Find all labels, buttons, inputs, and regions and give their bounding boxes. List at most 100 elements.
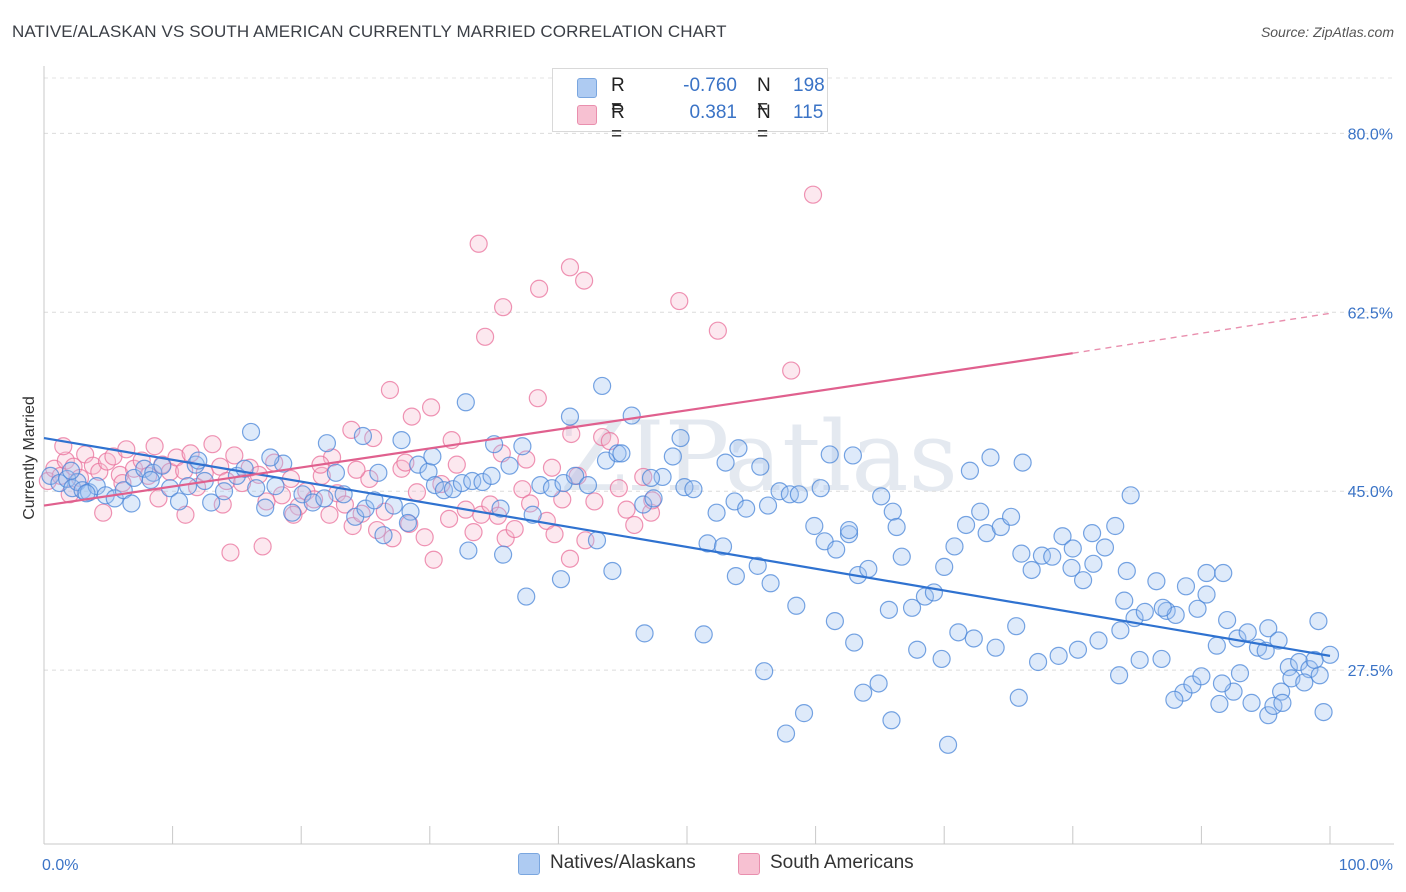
point-natives-alaskans	[283, 503, 302, 522]
point-natives-alaskans	[776, 724, 796, 743]
point-natives-alaskans	[456, 393, 475, 412]
point-natives-alaskans	[938, 735, 958, 754]
point-south-americans	[145, 437, 164, 456]
point-south-americans	[90, 462, 109, 481]
point-natives-alaskans	[473, 472, 492, 492]
point-natives-alaskans	[425, 475, 445, 495]
point-south-americans	[575, 271, 594, 290]
point-natives-alaskans	[787, 596, 806, 615]
y-tick-label: 80.0%	[1348, 126, 1393, 143]
point-natives-alaskans	[1043, 547, 1062, 566]
source-label: Source: ZipAtlas.com	[1260, 24, 1394, 40]
point-natives-alaskans	[827, 540, 846, 559]
point-natives-alaskans	[843, 446, 862, 465]
point-natives-alaskans	[1117, 561, 1136, 581]
point-natives-alaskans	[882, 711, 901, 730]
point-natives-alaskans	[751, 457, 770, 476]
legend-n-label: N =	[757, 102, 771, 145]
point-south-americans	[634, 467, 653, 487]
point-natives-alaskans	[1176, 577, 1196, 596]
point-south-americans	[585, 492, 604, 511]
trend-line-south-americans-extension	[1072, 312, 1331, 354]
series-south-americans	[38, 185, 823, 569]
point-south-americans	[424, 550, 443, 569]
point-natives-alaskans	[671, 428, 690, 448]
point-natives-alaskans	[1106, 516, 1125, 536]
point-natives-alaskans	[1013, 453, 1032, 472]
point-natives-alaskans	[872, 487, 891, 506]
point-natives-alaskans	[675, 478, 694, 497]
point-natives-alaskans	[1153, 598, 1172, 617]
point-natives-alaskans	[593, 376, 612, 396]
point-natives-alaskans	[924, 583, 944, 602]
point-south-americans	[380, 380, 400, 400]
point-natives-alaskans	[825, 611, 844, 631]
point-natives-alaskans	[761, 574, 780, 593]
point-south-americans	[407, 483, 427, 502]
point-natives-alaskans	[811, 479, 830, 498]
point-natives-alaskans	[1273, 693, 1292, 712]
point-natives-alaskans	[932, 649, 951, 669]
point-natives-alaskans	[986, 638, 1005, 657]
point-natives-alaskans	[1009, 688, 1028, 707]
point-natives-alaskans	[554, 473, 573, 493]
point-natives-alaskans	[1295, 673, 1314, 692]
point-natives-alaskans	[214, 482, 234, 501]
point-natives-alaskans	[879, 600, 899, 619]
point-south-americans	[625, 515, 644, 535]
legend-swatch-blue	[577, 78, 597, 98]
point-natives-alaskans	[459, 541, 478, 560]
trend-line-south-americans	[43, 352, 1073, 507]
point-natives-alaskans	[500, 456, 519, 475]
point-natives-alaskans	[1259, 619, 1278, 638]
point-natives-alaskans	[641, 468, 661, 488]
point-south-americans	[545, 525, 564, 544]
point-south-americans	[415, 528, 434, 547]
point-natives-alaskans	[1068, 640, 1088, 659]
point-natives-alaskans	[839, 520, 859, 540]
point-natives-alaskans	[587, 531, 607, 550]
point-natives-alaskans	[256, 498, 275, 517]
point-natives-alaskans	[902, 598, 922, 617]
legend-swatch-blue	[518, 853, 540, 875]
point-natives-alaskans	[716, 453, 735, 472]
point-natives-alaskans	[845, 633, 864, 652]
point-natives-alaskans	[315, 489, 334, 508]
point-south-americans	[342, 420, 361, 439]
point-natives-alaskans	[1230, 664, 1250, 683]
point-natives-alaskans	[1310, 666, 1329, 685]
point-natives-alaskans	[1063, 539, 1082, 558]
point-natives-alaskans	[770, 482, 789, 501]
point-natives-alaskans	[1007, 617, 1026, 636]
point-natives-alaskans	[1207, 636, 1226, 655]
point-south-americans	[253, 537, 272, 556]
point-south-americans	[505, 519, 524, 539]
series-natives-alaskans	[41, 376, 1340, 754]
point-natives-alaskans	[805, 516, 824, 536]
point-natives-alaskans	[684, 480, 703, 499]
point-natives-alaskans	[839, 525, 859, 544]
point-natives-alaskans	[401, 502, 420, 521]
point-natives-alaskans	[698, 534, 717, 553]
point-south-americans	[494, 298, 513, 317]
point-natives-alaskans	[892, 547, 911, 566]
point-natives-alaskans	[392, 431, 411, 450]
point-natives-alaskans	[694, 625, 713, 644]
point-south-americans	[257, 492, 276, 511]
point-natives-alaskans	[887, 517, 906, 537]
point-south-americans	[360, 469, 379, 489]
point-natives-alaskans	[1001, 507, 1021, 526]
point-south-americans	[421, 398, 441, 417]
point-natives-alaskans	[266, 477, 285, 496]
point-natives-alaskans	[1192, 667, 1211, 686]
point-natives-alaskans	[61, 461, 81, 480]
point-natives-alaskans	[1218, 610, 1237, 630]
axes	[43, 66, 1394, 845]
point-south-americans	[447, 455, 466, 474]
point-natives-alaskans	[1073, 571, 1093, 590]
point-natives-alaskans	[707, 503, 726, 522]
point-natives-alaskans	[663, 447, 682, 466]
point-natives-alaskans	[1095, 538, 1115, 557]
point-natives-alaskans	[241, 422, 261, 442]
point-south-americans	[272, 486, 292, 505]
